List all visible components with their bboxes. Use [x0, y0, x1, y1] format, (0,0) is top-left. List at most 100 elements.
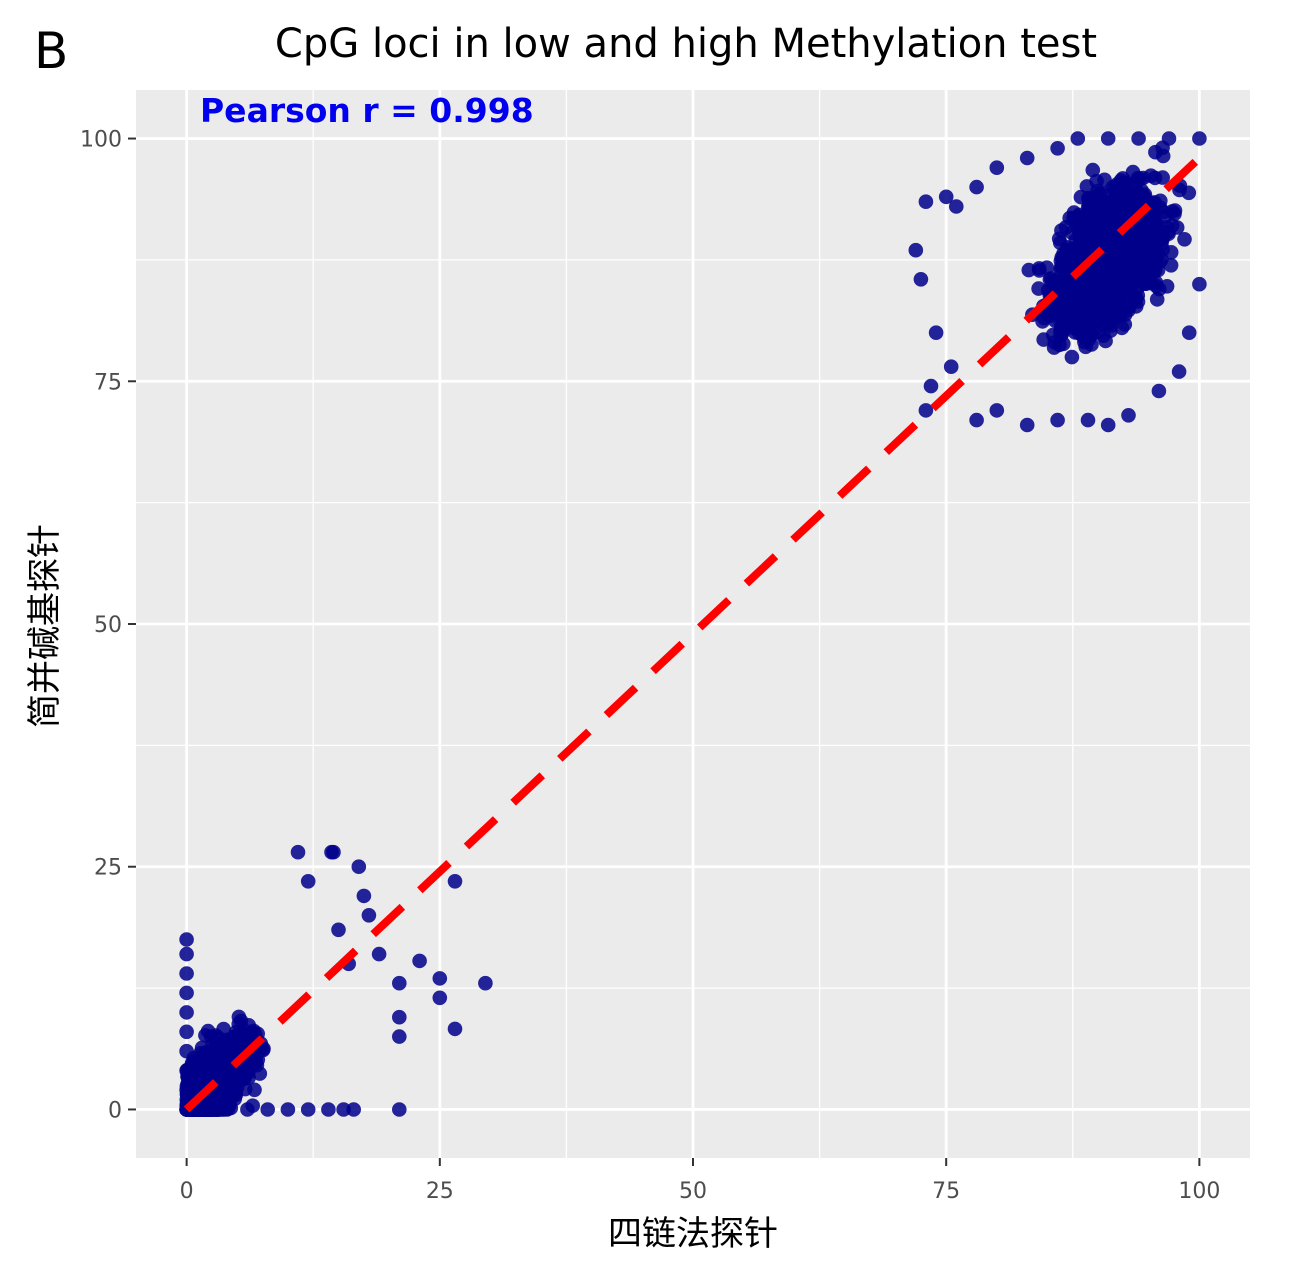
data-point	[432, 990, 448, 1006]
data-point	[938, 189, 954, 205]
data-point	[392, 1102, 407, 1117]
data-point	[361, 908, 377, 923]
data-point	[447, 1021, 463, 1037]
data-point	[1021, 262, 1037, 278]
x-tick-label: 25	[426, 1179, 454, 1204]
y-tick-label: 75	[94, 370, 122, 395]
data-point	[392, 1029, 407, 1044]
data-point	[949, 199, 964, 214]
data-point	[218, 1060, 233, 1075]
data-point	[331, 922, 346, 938]
data-point	[280, 1102, 296, 1117]
data-point	[918, 403, 934, 418]
data-point	[179, 966, 194, 981]
data-point	[1171, 364, 1187, 379]
data-point	[1087, 289, 1102, 305]
data-point	[1065, 293, 1080, 309]
data-point	[943, 359, 959, 375]
data-point	[1031, 281, 1046, 296]
data-point	[1192, 131, 1207, 146]
data-point	[1062, 210, 1077, 226]
data-point	[300, 874, 316, 889]
data-point	[1116, 176, 1132, 191]
data-point	[392, 1009, 407, 1025]
data-point	[1104, 227, 1120, 243]
data-point	[1155, 242, 1170, 257]
y-axis: 0 25 50 75 100	[80, 128, 136, 1123]
data-point	[219, 1102, 235, 1117]
data-point	[205, 1060, 221, 1076]
data-point	[1036, 332, 1051, 347]
data-point	[1143, 168, 1159, 183]
data-point	[371, 946, 387, 962]
data-point	[447, 874, 463, 889]
data-point	[230, 1079, 245, 1095]
data-point	[1172, 182, 1187, 198]
data-point	[351, 859, 367, 874]
pearson-annotation: Pearson r = 0.998	[200, 91, 534, 130]
data-point	[989, 403, 1005, 418]
data-point	[1056, 336, 1071, 352]
data-point	[1135, 217, 1150, 233]
data-point	[1039, 260, 1055, 276]
data-point	[179, 946, 194, 962]
data-point	[1113, 257, 1129, 272]
data-point	[1080, 412, 1096, 428]
data-point	[179, 1082, 194, 1098]
data-point	[989, 160, 1005, 175]
data-point	[1077, 334, 1092, 350]
data-point	[346, 1102, 362, 1117]
data-point	[1116, 187, 1132, 203]
x-axis: 0 25 50 75 100	[180, 1158, 1220, 1204]
data-point	[1070, 131, 1086, 146]
data-point	[246, 1023, 261, 1039]
data-point	[1067, 317, 1083, 333]
data-point	[1056, 246, 1071, 261]
data-point	[1050, 412, 1065, 428]
data-point	[290, 844, 306, 860]
data-point	[179, 1043, 194, 1059]
data-point	[1177, 232, 1192, 247]
y-tick-label: 50	[94, 613, 122, 638]
y-tick-label: 25	[94, 856, 122, 881]
data-point	[1118, 291, 1133, 306]
data-point	[1046, 305, 1061, 321]
data-point	[1050, 141, 1065, 156]
data-point	[432, 971, 448, 986]
data-point	[1103, 318, 1119, 333]
data-point	[1106, 290, 1121, 305]
x-tick-label: 75	[932, 1179, 960, 1204]
data-point	[1139, 266, 1155, 282]
data-point	[1085, 162, 1101, 178]
data-point	[223, 1035, 238, 1050]
data-point	[969, 179, 984, 195]
data-point	[1073, 233, 1088, 248]
x-tick-label: 50	[679, 1179, 707, 1204]
x-tick-label: 100	[1178, 1179, 1220, 1204]
data-point	[918, 194, 934, 209]
data-point	[1169, 220, 1185, 235]
data-point	[1148, 275, 1164, 290]
data-point	[1100, 417, 1116, 433]
data-point	[1091, 187, 1106, 202]
data-point	[412, 953, 427, 969]
data-point	[928, 325, 944, 341]
data-point	[1112, 274, 1127, 289]
data-point	[179, 932, 194, 947]
data-point	[197, 1071, 212, 1086]
data-point	[300, 1102, 316, 1117]
data-point	[1019, 417, 1035, 433]
data-point	[1081, 273, 1097, 289]
data-point	[1192, 276, 1207, 292]
data-point	[1155, 170, 1170, 185]
data-point	[1131, 131, 1146, 146]
data-point	[1161, 131, 1177, 146]
data-point	[908, 242, 924, 258]
data-point	[1064, 349, 1080, 365]
data-point	[478, 975, 493, 991]
data-point	[1131, 191, 1147, 206]
y-tick-label: 100	[80, 128, 122, 153]
data-point	[260, 1102, 276, 1117]
data-point	[179, 1005, 194, 1020]
